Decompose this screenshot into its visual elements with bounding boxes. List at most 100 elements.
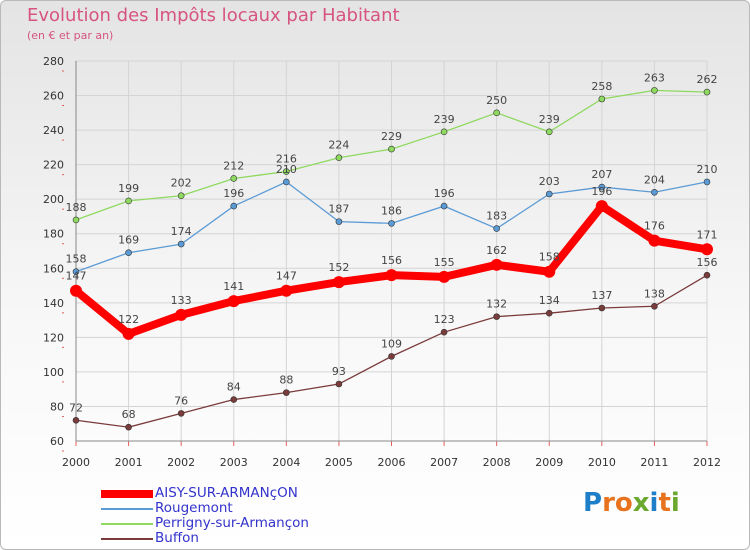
data-label: 188 bbox=[66, 201, 87, 214]
data-label: 155 bbox=[434, 256, 455, 269]
data-point bbox=[283, 168, 290, 175]
y-tick-label: 80 bbox=[50, 400, 64, 413]
data-point bbox=[545, 128, 553, 136]
data-label: 224 bbox=[328, 139, 349, 152]
data-point bbox=[280, 284, 293, 297]
data-point bbox=[335, 380, 343, 388]
y-tick-label: 160 bbox=[43, 262, 64, 275]
data-point bbox=[703, 178, 711, 186]
data-label: 141 bbox=[223, 280, 244, 293]
data-label: 258 bbox=[591, 80, 612, 93]
data-point bbox=[388, 220, 395, 227]
data-labels: 158 169 174 196 210 187 186 196 183 203 207 204 210 1… bbox=[66, 71, 718, 421]
data-point bbox=[125, 423, 132, 431]
data-label: 196 bbox=[591, 185, 612, 198]
data-point bbox=[493, 225, 500, 232]
data-point bbox=[598, 304, 606, 312]
data-point bbox=[493, 109, 500, 117]
logo-letter: i bbox=[670, 488, 680, 518]
legend-label: Rougemont bbox=[155, 500, 233, 516]
data-label: 216 bbox=[276, 153, 297, 166]
data-label: 158 bbox=[66, 253, 87, 266]
data-label: 174 bbox=[171, 225, 192, 238]
data-point bbox=[493, 313, 500, 320]
y-tick-label: 60 bbox=[50, 435, 64, 448]
legend-swatch bbox=[101, 490, 153, 498]
data-label: 263 bbox=[644, 71, 665, 84]
y-tick-label: 180 bbox=[43, 228, 64, 241]
x-tick-label: 2001 bbox=[115, 456, 143, 469]
data-label: 123 bbox=[434, 313, 455, 326]
data-point bbox=[440, 128, 448, 136]
data-label: 187 bbox=[328, 203, 349, 216]
x-tick-label: 2000 bbox=[62, 456, 90, 469]
data-label: 109 bbox=[381, 337, 402, 350]
x-tick-label: 2004 bbox=[272, 456, 300, 469]
data-point bbox=[177, 410, 185, 417]
data-point bbox=[72, 216, 80, 224]
data-label: 262 bbox=[697, 73, 718, 86]
data-label: 210 bbox=[276, 163, 297, 176]
x-tick-label: 2006 bbox=[378, 456, 406, 469]
y-tick-label: 220 bbox=[43, 159, 64, 172]
data-label: 147 bbox=[276, 270, 297, 283]
data-point bbox=[230, 202, 238, 210]
data-point bbox=[440, 202, 448, 210]
data-point bbox=[122, 327, 135, 340]
proxiti-logo: Proxiti bbox=[583, 488, 680, 518]
data-label: 169 bbox=[118, 234, 139, 247]
data-label: 88 bbox=[279, 374, 293, 387]
y-tick-label: 120 bbox=[43, 331, 64, 344]
grid bbox=[75, 60, 708, 442]
data-point bbox=[598, 183, 606, 191]
data-label: 133 bbox=[171, 294, 192, 307]
data-point bbox=[440, 328, 448, 336]
data-label: 239 bbox=[539, 113, 560, 126]
data-label: 156 bbox=[697, 256, 718, 269]
x-tick-label: 2008 bbox=[483, 456, 511, 469]
data-point bbox=[388, 145, 395, 153]
data-label: 210 bbox=[697, 163, 718, 176]
data-label: 171 bbox=[697, 228, 718, 241]
data-point bbox=[230, 396, 238, 403]
data-label: 212 bbox=[223, 159, 244, 172]
data-point bbox=[651, 87, 658, 94]
data-point bbox=[283, 178, 290, 186]
data-point bbox=[438, 270, 451, 283]
data-point bbox=[175, 308, 188, 321]
axes: 60 80 100 120 140 160 180 200 220 240 260 280 2000 20… bbox=[43, 55, 721, 469]
legend-label: Buffon bbox=[155, 530, 199, 546]
data-point bbox=[230, 175, 238, 182]
data-point bbox=[543, 265, 556, 278]
chart-subtitle: (en € et par an) bbox=[27, 29, 114, 42]
y-tick-label: 240 bbox=[43, 124, 64, 137]
logo-letter: t bbox=[658, 488, 671, 518]
data-label: 132 bbox=[486, 298, 507, 311]
data-point bbox=[335, 218, 343, 225]
data-point bbox=[490, 258, 503, 271]
x-tick-label: 2009 bbox=[535, 456, 563, 469]
chart-title: Evolution des Impôts locaux par Habitant bbox=[27, 5, 400, 26]
data-point bbox=[545, 190, 553, 198]
data-point bbox=[125, 249, 132, 257]
data-label: 199 bbox=[118, 182, 139, 195]
data-label: 138 bbox=[644, 287, 665, 300]
data-point bbox=[388, 353, 395, 360]
data-point bbox=[648, 234, 661, 247]
data-point bbox=[595, 200, 608, 213]
x-tick-label: 2003 bbox=[220, 456, 248, 469]
data-label: 68 bbox=[122, 408, 136, 421]
data-label: 186 bbox=[381, 204, 402, 217]
data-point bbox=[177, 192, 185, 200]
data-label: 147 bbox=[66, 270, 87, 283]
data-point bbox=[598, 95, 606, 103]
data-point bbox=[283, 389, 290, 396]
data-label: 134 bbox=[539, 294, 560, 307]
data-point bbox=[72, 416, 80, 424]
data-label: 156 bbox=[381, 254, 402, 267]
data-label: 152 bbox=[328, 261, 349, 274]
y-tick-label: 140 bbox=[43, 297, 64, 310]
data-label: 203 bbox=[539, 175, 560, 188]
logo-letter: r bbox=[602, 488, 615, 518]
